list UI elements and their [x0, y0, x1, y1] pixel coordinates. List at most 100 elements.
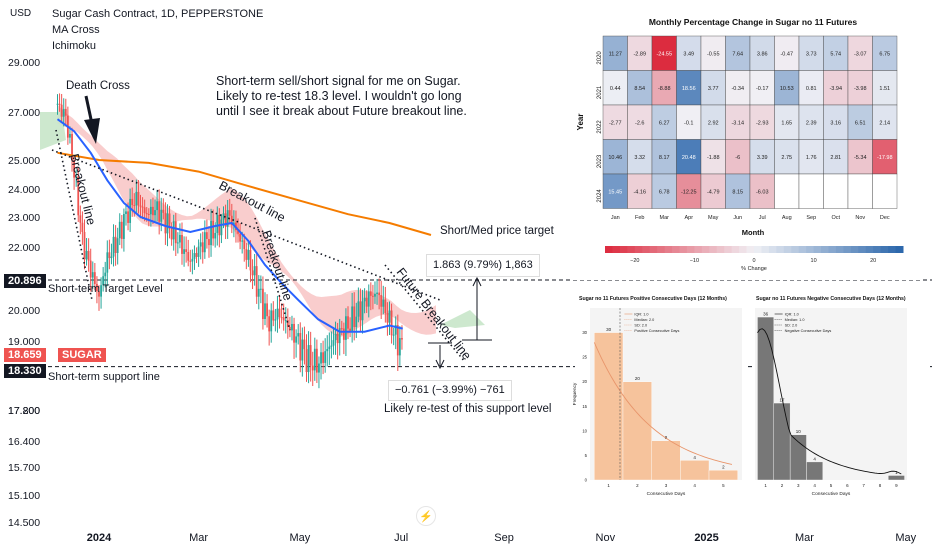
candle-body: [280, 317, 283, 319]
candle-body: [297, 333, 300, 337]
candle-body: [191, 258, 194, 262]
histogram-legend-label: Positive Consecutive Days: [634, 329, 679, 333]
heatmap-cell: [847, 173, 873, 209]
histogram-y-tick: 10: [582, 428, 587, 433]
candle-body: [137, 191, 140, 206]
bullish-cloud: [440, 310, 485, 328]
legend-gradient-segment: [664, 246, 673, 253]
candle-body: [81, 222, 84, 232]
target-price-tag: 20.896: [4, 274, 46, 288]
heatmap-cell-value: -4.79: [707, 189, 720, 195]
candle-body: [237, 230, 239, 234]
histogram-bar-value: 10: [796, 429, 802, 434]
heatmap-cell-value: -0.17: [756, 86, 769, 92]
histogram-legend-label: IQR: 1.0: [785, 313, 799, 317]
symbol-title[interactable]: Sugar Cash Contract, 1D, PEPPERSTONE: [52, 8, 264, 20]
heatmap-cell-value: 7.64: [732, 51, 743, 57]
heatmap-cell: [847, 70, 873, 106]
candle-body: [208, 238, 210, 246]
heatmap-cell-value: 8.54: [634, 86, 645, 92]
candle-body: [89, 260, 92, 278]
candle-body: [401, 338, 403, 340]
histogram-bar: [773, 402, 791, 481]
heatmap-month-label: May: [708, 215, 719, 221]
heatmap-month-label: Mar: [660, 215, 670, 221]
price-tick-label: 29.000: [8, 57, 40, 69]
heatmap-cell-value: 3.16: [830, 120, 841, 126]
candle-body: [301, 339, 304, 361]
candle-body: [351, 306, 354, 331]
heatmap-cell-value: 0.81: [806, 86, 817, 92]
candle-body: [135, 191, 138, 206]
symbol-tag: SUGAR: [58, 348, 106, 362]
candle-body: [355, 316, 358, 328]
heatmap-cell: [676, 104, 702, 140]
density-curve: [593, 342, 733, 465]
tradingview-logo-icon[interactable]: ⚡: [416, 506, 436, 526]
histogram-y-tick: 30: [582, 330, 587, 335]
candle-body: [199, 242, 202, 247]
slow-ma-line: [57, 151, 432, 236]
legend-tick-label: −20: [630, 258, 639, 264]
heatmap-cell-value: -24.55: [656, 51, 672, 57]
candle-body: [116, 238, 119, 253]
candle-body: [330, 345, 333, 347]
candle-body: [264, 303, 266, 320]
heatmap-month-label: Aug: [782, 215, 792, 221]
histogram-x-tick: 5: [722, 483, 725, 488]
legend-gradient-segment: [694, 246, 703, 253]
heatmap-cell: [774, 139, 800, 175]
candle-body: [318, 363, 320, 373]
candle-body: [361, 301, 364, 321]
histogram-x-tick: 8: [879, 483, 882, 488]
price-tick-label: 17.200: [8, 405, 40, 417]
candle-body: [69, 134, 71, 138]
histogram-title: Sugar no 11 Futures Positive Consecutive…: [579, 296, 727, 302]
candle-body: [83, 231, 86, 260]
heatmap-cell-value: -2.89: [633, 51, 646, 57]
indicator-ma-cross[interactable]: MA Cross: [52, 24, 100, 36]
candle-body: [62, 108, 65, 117]
candle-body: [172, 221, 175, 240]
heatmap-month-label: Jul: [759, 215, 766, 221]
candle-body: [224, 213, 227, 227]
price-tick-label: 16.400: [8, 436, 40, 448]
candle-body: [378, 292, 381, 296]
moving-averages: [56, 118, 432, 333]
histogram-x-tick: 2: [636, 483, 639, 488]
histogram-bar-value: 1: [895, 470, 898, 475]
candle-body: [93, 272, 96, 284]
measure-down-arrowhead: [435, 359, 445, 370]
candle-body: [326, 349, 329, 352]
candle-body: [359, 301, 362, 321]
candle-body: [164, 212, 167, 234]
heatmap-cell-value: -3.14: [731, 120, 744, 126]
candle-body: [96, 283, 98, 292]
candle-body: [295, 336, 298, 343]
candle-body: [139, 205, 142, 207]
histogram-bar-value: 4: [813, 456, 816, 461]
heatmap-cell: [676, 173, 702, 209]
heatmap-month-label: Jan: [611, 215, 620, 221]
candle-body: [197, 246, 200, 257]
histogram-xlabel: Consecutive Days: [647, 491, 686, 497]
heatmap-year-label: 2020: [597, 51, 603, 65]
indicator-ichimoku[interactable]: Ichimoku: [52, 40, 97, 52]
candle-body: [162, 209, 165, 213]
bearish-cloud: [57, 104, 436, 337]
heatmap-cell: [725, 173, 751, 209]
histogram-x-tick: 3: [797, 483, 800, 488]
heatmap-cell-value: 20.48: [682, 155, 696, 161]
legend-gradient-segment: [739, 246, 748, 253]
heatmap-cell-value: 3.39: [757, 155, 768, 161]
density-curve: [757, 328, 902, 475]
heatmap-cell: [676, 139, 702, 175]
candle-body: [143, 207, 146, 214]
heatmap-cell: [798, 35, 824, 71]
candle-body: [179, 234, 181, 243]
heatmap-year-label: 2023: [597, 154, 603, 168]
note-line-2: Likely to re-test 18.3 level. I wouldn't…: [216, 89, 462, 103]
short-med-target-label: Short/Med price target: [440, 225, 554, 237]
